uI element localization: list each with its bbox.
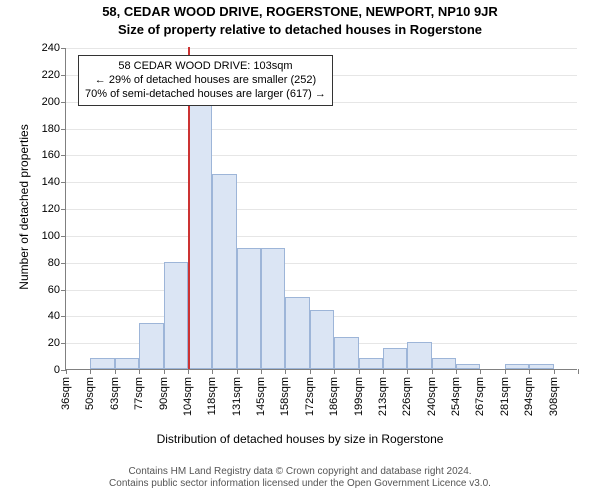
ytick-label: 80 xyxy=(48,257,66,269)
xtick-mark xyxy=(578,369,579,374)
gridline xyxy=(66,236,577,237)
ytick-label: 0 xyxy=(54,364,66,376)
histogram-bar xyxy=(285,297,309,369)
annotation-line-3: 70% of semi-detached houses are larger (… xyxy=(85,88,326,102)
xtick-mark xyxy=(407,369,408,374)
histogram-bar xyxy=(237,248,261,369)
ytick-label: 120 xyxy=(42,203,66,215)
x-axis-label: Distribution of detached houses by size … xyxy=(0,432,600,446)
xtick-label: 158sqm xyxy=(279,377,291,416)
histogram-bar xyxy=(139,323,163,369)
xtick-label: 226sqm xyxy=(401,377,413,416)
xtick-mark xyxy=(285,369,286,374)
xtick-label: 308sqm xyxy=(548,377,560,416)
xtick-label: 294sqm xyxy=(523,377,535,416)
xtick-mark xyxy=(188,369,189,374)
xtick-label: 281sqm xyxy=(499,377,511,416)
xtick-mark xyxy=(432,369,433,374)
gridline xyxy=(66,48,577,49)
histogram-bar xyxy=(261,248,285,369)
xtick-label: 36sqm xyxy=(60,377,72,410)
histogram-bar xyxy=(310,310,334,369)
xtick-label: 199sqm xyxy=(353,377,365,416)
xtick-label: 254sqm xyxy=(450,377,462,416)
gridline xyxy=(66,263,577,264)
ytick-label: 220 xyxy=(42,69,66,81)
xtick-label: 213sqm xyxy=(377,377,389,416)
chart-title-line2: Size of property relative to detached ho… xyxy=(0,22,600,37)
xtick-mark xyxy=(164,369,165,374)
footer-credits: Contains HM Land Registry data © Crown c… xyxy=(0,466,600,490)
xtick-mark xyxy=(456,369,457,374)
xtick-mark xyxy=(480,369,481,374)
y-axis-label: Number of detached properties xyxy=(17,97,31,317)
xtick-mark xyxy=(383,369,384,374)
histogram-bar xyxy=(164,262,188,369)
xtick-label: 90sqm xyxy=(158,377,170,410)
gridline xyxy=(66,290,577,291)
xtick-label: 118sqm xyxy=(206,377,218,415)
histogram-bar xyxy=(432,358,456,369)
annotation-line-1: 58 CEDAR WOOD DRIVE: 103sqm xyxy=(85,60,326,74)
xtick-label: 104sqm xyxy=(182,377,194,416)
xtick-mark xyxy=(115,369,116,374)
xtick-label: 131sqm xyxy=(231,377,243,416)
histogram-bar xyxy=(407,342,431,369)
ytick-label: 240 xyxy=(42,42,66,54)
histogram-bar xyxy=(90,358,114,369)
xtick-mark xyxy=(237,369,238,374)
ytick-label: 180 xyxy=(42,123,66,135)
ytick-label: 160 xyxy=(42,149,66,161)
xtick-mark xyxy=(334,369,335,374)
xtick-mark xyxy=(66,369,67,374)
xtick-mark xyxy=(261,369,262,374)
xtick-mark xyxy=(310,369,311,374)
histogram-bar xyxy=(456,364,480,369)
ytick-label: 100 xyxy=(42,230,66,242)
gridline xyxy=(66,182,577,183)
ytick-label: 40 xyxy=(48,310,66,322)
xtick-label: 77sqm xyxy=(133,377,145,410)
gridline xyxy=(66,209,577,210)
xtick-mark xyxy=(554,369,555,374)
xtick-label: 240sqm xyxy=(426,377,438,416)
histogram-bar xyxy=(383,348,407,369)
footer-line-2: Contains public sector information licen… xyxy=(0,478,600,490)
ytick-label: 20 xyxy=(48,337,66,349)
footer-line-1: Contains HM Land Registry data © Crown c… xyxy=(0,466,600,478)
xtick-label: 50sqm xyxy=(84,377,96,410)
xtick-label: 186sqm xyxy=(328,377,340,416)
histogram-bar xyxy=(529,364,553,369)
histogram-bar xyxy=(212,174,236,369)
histogram-bar xyxy=(505,364,529,369)
xtick-label: 172sqm xyxy=(304,377,316,416)
chart-container: { "chart": { "type": "histogram", "title… xyxy=(0,0,600,500)
histogram-bar xyxy=(334,337,358,369)
annotation-box: 58 CEDAR WOOD DRIVE: 103sqm ← 29% of det… xyxy=(78,55,333,106)
xtick-label: 63sqm xyxy=(109,377,121,410)
gridline xyxy=(66,155,577,156)
xtick-label: 267sqm xyxy=(474,377,486,416)
annotation-line-2: ← 29% of detached houses are smaller (25… xyxy=(85,74,326,88)
chart-title-line1: 58, CEDAR WOOD DRIVE, ROGERSTONE, NEWPOR… xyxy=(0,4,600,19)
histogram-bar xyxy=(188,101,212,369)
xtick-mark xyxy=(90,369,91,374)
xtick-mark xyxy=(529,369,530,374)
xtick-mark xyxy=(359,369,360,374)
xtick-mark xyxy=(212,369,213,374)
xtick-mark xyxy=(505,369,506,374)
xtick-label: 145sqm xyxy=(255,377,267,416)
histogram-bar xyxy=(115,358,139,369)
histogram-bar xyxy=(359,358,383,369)
ytick-label: 140 xyxy=(42,176,66,188)
gridline xyxy=(66,129,577,130)
ytick-label: 200 xyxy=(42,96,66,108)
xtick-mark xyxy=(139,369,140,374)
ytick-label: 60 xyxy=(48,284,66,296)
